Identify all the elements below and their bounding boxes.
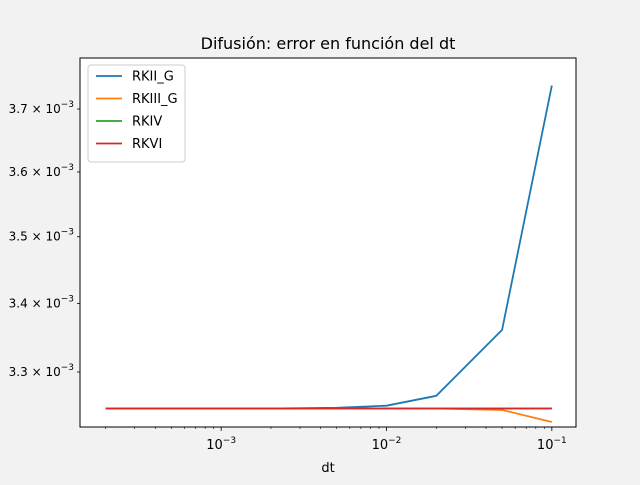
- y-tick-label: 3.3 × 10−3: [9, 363, 74, 379]
- axes-layer: 10−3 10−2 10−1 3.3 × 10−3 3.4 × 10−3 3.5 × 10…: [9, 100, 567, 453]
- legend-box: [87, 64, 186, 163]
- legend-label: RKVI: [132, 137, 162, 152]
- y-tick-label: 3.5 × 10−3: [9, 228, 74, 244]
- legend-label: RKIII_G: [132, 92, 178, 107]
- plot-frame: [79, 57, 577, 428]
- legend-label: RKIV: [132, 115, 162, 130]
- x-tick-label: 10−3: [206, 436, 236, 453]
- chart-title: Difusión: error en función del dt: [201, 34, 456, 53]
- y-tick-label: 3.6 × 10−3: [9, 163, 74, 179]
- legend-label: RKII_G: [132, 70, 174, 85]
- x-tick-label: 10−1: [537, 436, 567, 453]
- series-layer: [105, 85, 553, 423]
- x-axis-label: dt: [321, 461, 334, 476]
- x-tick-label: 10−2: [372, 436, 402, 453]
- y-tick-label: 3.7 × 10−3: [9, 100, 74, 116]
- y-tick-label: 3.4 × 10−3: [9, 294, 74, 310]
- legend: RKII_G RKIII_G RKIV RKVI: [87, 64, 186, 163]
